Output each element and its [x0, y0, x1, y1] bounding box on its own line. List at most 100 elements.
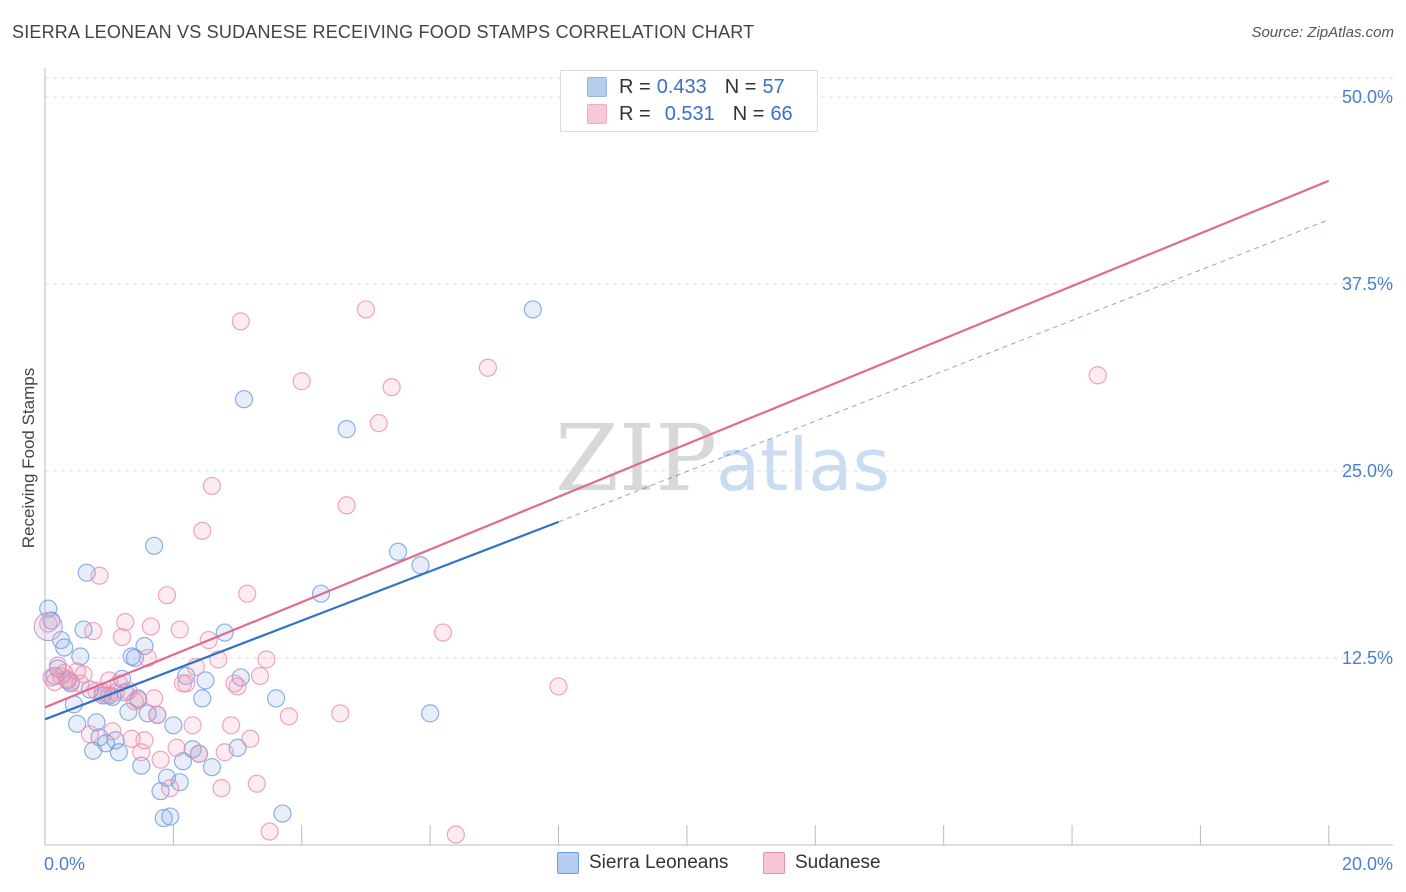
y-tick-label: 50.0% — [1342, 87, 1393, 107]
sudanese-point — [138, 648, 157, 668]
watermark: ZIP atlas — [555, 405, 890, 512]
sudanese-point — [212, 779, 231, 798]
x-label-max: 20.0% — [1342, 854, 1393, 874]
sudanese-point — [189, 744, 209, 763]
series-swatch-blue — [557, 852, 579, 874]
sudanese-point — [247, 774, 266, 793]
sudanese-point — [215, 743, 234, 762]
sudanese-point — [356, 300, 376, 319]
sudanese-point — [238, 584, 257, 603]
bottom-legend-sudanese[interactable]: Sudanese — [763, 852, 881, 874]
y-tick-label: 25.0% — [1342, 461, 1393, 481]
legend-row-sierra-leoneans: R = 0.433 N = 57 — [587, 74, 785, 100]
y-tick-label: 12.5% — [1342, 648, 1393, 668]
sierra-leonean-point — [411, 556, 430, 575]
data-points — [33, 300, 1107, 844]
n-label: N = — [732, 102, 765, 125]
sudanese-point — [135, 731, 154, 750]
sudanese-point — [148, 705, 167, 724]
watermark-atlas: atlas — [716, 423, 890, 507]
sierra-leonean-point — [55, 638, 74, 657]
y-axis-title: Receiving Food Stamps — [19, 368, 38, 548]
sudanese-point — [478, 358, 498, 377]
sudanese-point — [103, 722, 122, 741]
r-label: R = — [619, 75, 651, 98]
sudanese-trendline — [44, 179, 1330, 709]
sierra-leonean-point — [523, 300, 542, 319]
sierra-leonean-trendline-extension — [558, 219, 1329, 523]
sudanese-point — [177, 674, 196, 693]
sudanese-point — [151, 750, 170, 769]
sudanese-point — [39, 614, 58, 633]
correlation-legend: R = 0.433 N = 57 R = 0.531 N = 66 — [560, 70, 818, 132]
legend-swatch-pink — [587, 104, 607, 124]
sudanese-point — [157, 586, 177, 605]
sudanese-point — [228, 677, 247, 696]
sudanese-point — [170, 620, 189, 639]
sudanese-point — [257, 650, 276, 669]
n-value: 57 — [762, 75, 785, 98]
sierra-leonean-point — [273, 804, 292, 823]
sierra-leonean-point — [71, 647, 90, 666]
bottom-legend-sierra-leoneans[interactable]: Sierra Leoneans — [557, 852, 728, 874]
r-value: 0.531 — [664, 102, 715, 125]
sudanese-point — [74, 665, 93, 684]
sudanese-point — [337, 496, 356, 515]
overlap-point — [33, 612, 63, 642]
sudanese-point — [250, 666, 270, 686]
sierra-leonean-point — [119, 702, 138, 721]
sudanese-point — [128, 690, 148, 709]
sierra-leonean-point — [170, 773, 189, 792]
sudanese-point — [141, 617, 161, 636]
legend-swatch-blue — [587, 77, 607, 97]
series-label: Sudanese — [795, 852, 881, 873]
axes — [44, 68, 1393, 846]
sierra-leonean-point — [138, 704, 157, 723]
sierra-leonean-point — [161, 807, 180, 826]
sudanese-point — [382, 378, 401, 397]
sudanese-point — [161, 779, 180, 798]
sudanese-point — [80, 725, 100, 744]
legend-row-sudanese: R = 0.531 N = 66 — [587, 101, 793, 127]
sierra-leonean-point — [421, 704, 440, 723]
series-label: Sierra Leoneans — [589, 852, 729, 873]
sierra-leonean-point — [202, 758, 221, 777]
sierra-leonean-trendline — [44, 520, 559, 721]
sierra-leonean-point — [164, 716, 183, 735]
sudanese-point — [167, 738, 186, 757]
sudanese-point — [331, 704, 350, 723]
sudanese-point — [369, 414, 388, 433]
sierra-leonean-point — [193, 689, 212, 708]
watermark-zip: ZIP — [555, 405, 717, 512]
sudanese-point — [1088, 366, 1107, 385]
sudanese-point — [145, 689, 164, 708]
sudanese-point — [279, 707, 299, 726]
sudanese-point — [193, 521, 212, 540]
sudanese-point — [202, 476, 221, 496]
sudanese-point — [112, 627, 132, 647]
sierra-leonean-point — [154, 808, 173, 828]
sudanese-point — [241, 729, 260, 748]
r-label: R = — [619, 102, 651, 125]
sudanese-point — [183, 716, 202, 735]
sudanese-point — [260, 822, 279, 841]
y-tick-label: 37.5% — [1342, 274, 1393, 294]
sudanese-point — [132, 743, 151, 762]
sierra-leonean-point — [337, 420, 356, 439]
axis-labels: 12.5% 25.0% 37.5% 50.0% 0.0% 20.0% Receiving F… — [19, 87, 1393, 874]
sudanese-point — [225, 674, 244, 693]
sierra-leonean-point — [145, 536, 164, 555]
sierra-leonean-point — [388, 542, 408, 561]
sierra-leonean-point — [109, 743, 128, 762]
sudanese-point — [433, 623, 453, 642]
r-value: 0.433 — [656, 75, 707, 98]
sudanese-point — [90, 566, 109, 585]
sudanese-point — [549, 677, 568, 696]
n-label: N = — [724, 75, 757, 98]
sierra-leonean-point — [125, 648, 144, 668]
gridlines — [45, 77, 1393, 659]
sudanese-point — [231, 312, 250, 331]
x-label-min: 0.0% — [44, 854, 85, 874]
sierra-leonean-point — [266, 689, 286, 708]
sudanese-point — [292, 372, 311, 391]
